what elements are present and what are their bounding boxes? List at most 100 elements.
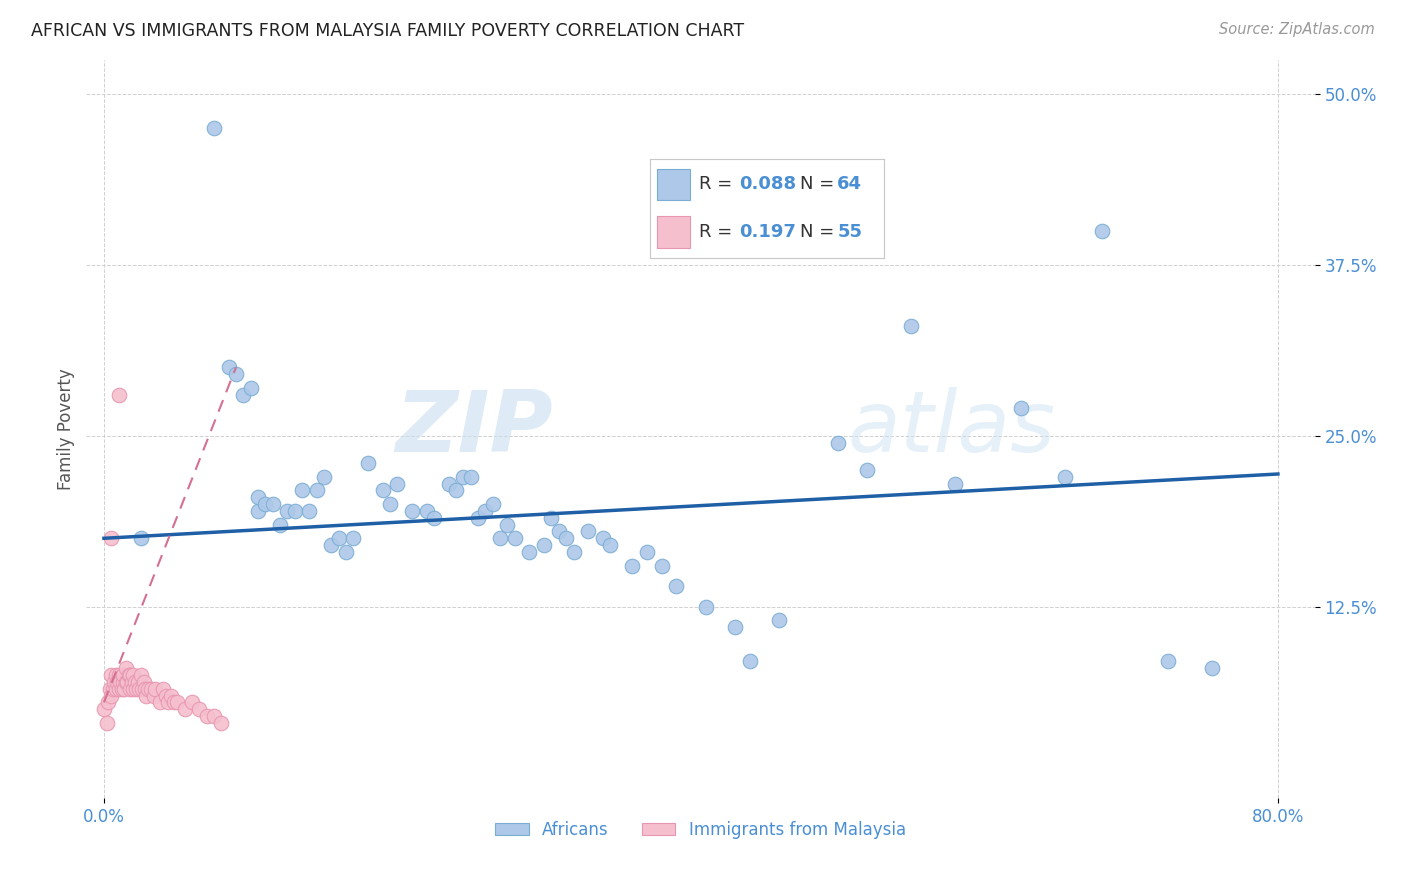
Point: [218, 360, 240, 375]
Point: [291, 483, 314, 498]
Point: [111, 674, 134, 689]
Point: [117, 674, 139, 689]
Text: atlas: atlas: [848, 387, 1056, 470]
Point: [246, 504, 269, 518]
Point: [269, 517, 291, 532]
Point: [371, 483, 394, 498]
FancyBboxPatch shape: [657, 217, 689, 248]
Point: [401, 504, 423, 518]
Point: [107, 681, 129, 696]
Point: [120, 668, 142, 682]
Point: [120, 681, 142, 696]
Point: [599, 538, 621, 552]
Point: [284, 504, 307, 518]
Point: [460, 469, 482, 483]
FancyBboxPatch shape: [657, 169, 689, 201]
Point: [143, 681, 166, 696]
Point: [202, 120, 225, 135]
Point: [423, 510, 446, 524]
Point: [155, 689, 177, 703]
Point: [724, 620, 747, 634]
Point: [135, 689, 157, 703]
Point: [100, 668, 122, 682]
Point: [496, 517, 519, 532]
Point: [562, 545, 585, 559]
Point: [127, 674, 149, 689]
Point: [305, 483, 328, 498]
Point: [533, 538, 555, 552]
Point: [149, 695, 172, 709]
Point: [188, 702, 211, 716]
Point: [108, 674, 131, 689]
Point: [540, 510, 562, 524]
Point: [357, 456, 380, 470]
Point: [110, 681, 132, 696]
Point: [125, 681, 148, 696]
Point: [128, 681, 150, 696]
Text: N =: N =: [800, 176, 839, 194]
Point: [100, 531, 122, 545]
Point: [900, 319, 922, 334]
Point: [1201, 661, 1223, 675]
Point: [555, 531, 578, 545]
Point: [96, 715, 118, 730]
Text: 55: 55: [837, 223, 862, 241]
Point: [592, 531, 614, 545]
Text: 64: 64: [837, 176, 862, 194]
Point: [1091, 223, 1114, 237]
Point: [134, 681, 156, 696]
Point: [943, 476, 966, 491]
Point: [202, 709, 225, 723]
Point: [111, 668, 134, 682]
Point: [387, 476, 409, 491]
Point: [104, 668, 127, 682]
Point: [519, 545, 541, 559]
Point: [474, 504, 496, 518]
Point: [107, 387, 129, 401]
Text: Source: ZipAtlas.com: Source: ZipAtlas.com: [1219, 22, 1375, 37]
Text: R =: R =: [699, 223, 738, 241]
Point: [160, 689, 183, 703]
Point: [142, 689, 165, 703]
Point: [122, 681, 145, 696]
Point: [738, 654, 761, 668]
Point: [665, 579, 688, 593]
Point: [101, 681, 124, 696]
Point: [105, 674, 128, 689]
Point: [1054, 469, 1077, 483]
Point: [232, 387, 254, 401]
Point: [166, 695, 188, 709]
Point: [107, 668, 129, 682]
Text: R =: R =: [699, 176, 738, 194]
Point: [636, 545, 658, 559]
Point: [136, 681, 159, 696]
Point: [97, 695, 120, 709]
Text: 0.197: 0.197: [738, 223, 796, 241]
Point: [651, 558, 673, 573]
Point: [225, 367, 247, 381]
Point: [1010, 401, 1032, 416]
Point: [104, 681, 127, 696]
Point: [1157, 654, 1180, 668]
Point: [239, 381, 262, 395]
Point: [98, 681, 121, 696]
Point: [576, 524, 599, 539]
Point: [173, 702, 195, 716]
Point: [444, 483, 467, 498]
Point: [328, 531, 350, 545]
Point: [152, 681, 174, 696]
Point: [342, 531, 364, 545]
Point: [139, 681, 162, 696]
Point: [124, 674, 146, 689]
Point: [437, 476, 460, 491]
Point: [129, 668, 152, 682]
Point: [131, 681, 153, 696]
Text: 0.088: 0.088: [738, 176, 796, 194]
Text: N =: N =: [800, 223, 839, 241]
Point: [115, 674, 138, 689]
Point: [121, 674, 143, 689]
Point: [93, 702, 115, 716]
Point: [312, 469, 335, 483]
Point: [157, 695, 180, 709]
Point: [827, 435, 849, 450]
